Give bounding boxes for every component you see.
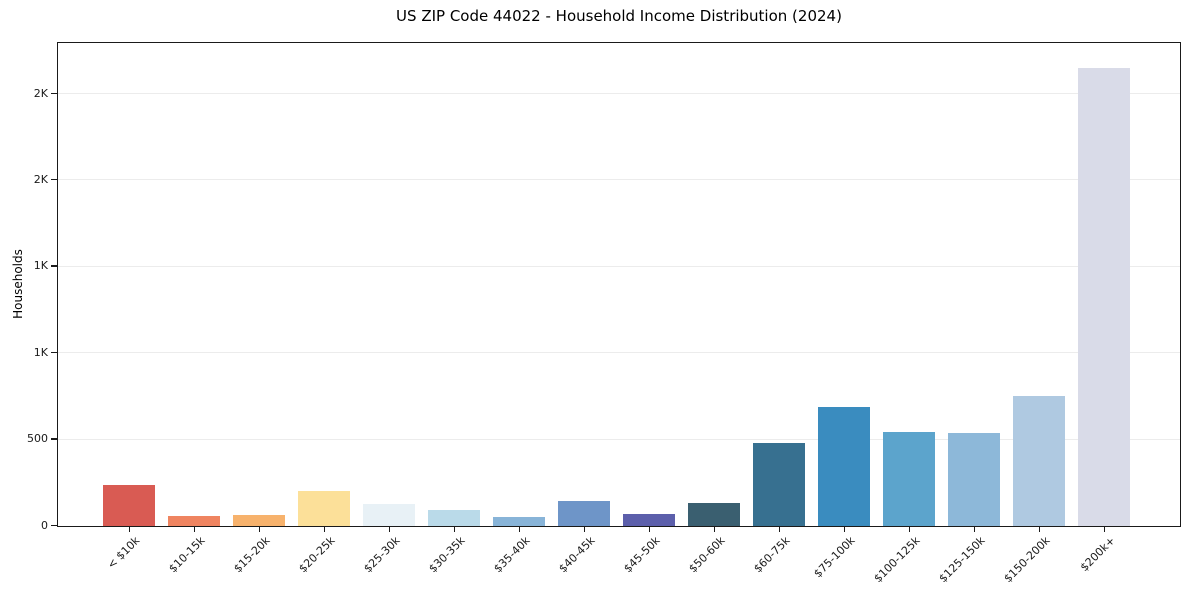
y-tick-mark — [51, 524, 57, 526]
plot-inner — [58, 43, 1180, 526]
bar-$20-25k — [298, 490, 350, 526]
y-tick-mark — [51, 265, 57, 267]
x-tick-label: $20-25k — [296, 534, 338, 576]
x-tick-label: $150-200k — [1001, 534, 1053, 586]
x-tick-mark — [1038, 525, 1041, 532]
bar-$10-15k — [168, 515, 220, 526]
x-tick-mark — [388, 525, 391, 532]
x-tick-label: $50-60k — [686, 534, 728, 576]
x-tick-mark — [258, 525, 261, 532]
x-tick-label: $100-125k — [871, 534, 923, 586]
x-tick-mark — [453, 525, 456, 532]
y-tick-label: 2K — [33, 172, 48, 186]
bar-$50-60k — [688, 502, 740, 526]
x-tick-label: $200k+ — [1077, 534, 1118, 575]
gridline-500 — [58, 438, 1180, 440]
x-tick-label: $35-40k — [491, 534, 533, 576]
x-tick-label: $45-50k — [621, 534, 663, 576]
x-tick-label: $30-35k — [426, 534, 468, 576]
y-tick-mark — [51, 92, 57, 95]
x-tick-label: $60-75k — [751, 534, 793, 576]
bar-$100-125k — [883, 431, 935, 526]
bar-$60-75k — [753, 443, 805, 526]
bar-$35-40k — [493, 517, 545, 526]
gridline-1K — [58, 265, 1180, 267]
x-tick-mark — [518, 525, 521, 532]
x-tick-label: < $10k — [105, 534, 143, 572]
x-tick-mark — [648, 525, 651, 532]
x-tick-label: $25-30k — [361, 534, 403, 576]
x-tick-mark — [908, 525, 911, 532]
y-tick-mark — [51, 351, 57, 354]
x-tick-label: $15-20k — [231, 534, 273, 576]
chart-title: US ZIP Code 44022 - Household Income Dis… — [396, 7, 842, 25]
x-tick-mark — [778, 525, 781, 532]
bar-$30-35k — [428, 510, 480, 526]
y-tick-label: 500 — [27, 432, 48, 446]
y-tick-label: 2K — [33, 86, 48, 100]
y-tick-label: 1K — [33, 345, 48, 359]
x-tick-mark — [193, 525, 196, 532]
bar-$15-20k — [233, 514, 285, 526]
y-tick-mark — [51, 178, 57, 181]
bar-$40-45k — [558, 500, 610, 526]
x-tick-label: $125-150k — [936, 534, 988, 586]
x-tick-mark — [583, 525, 586, 532]
x-tick-mark — [843, 525, 846, 532]
x-tick-mark — [973, 525, 976, 532]
bar-$25-30k — [363, 504, 415, 526]
bar-$125-150k — [948, 432, 1000, 526]
plot-area — [57, 42, 1181, 527]
x-tick-mark — [713, 525, 716, 532]
bar-$200k+ — [1078, 68, 1130, 526]
x-tick-label: $10-15k — [166, 534, 208, 576]
bar-$75-100k — [818, 406, 870, 526]
y-tick-mark — [51, 438, 57, 440]
x-tick-label: $40-45k — [556, 534, 598, 576]
y-tick-label: 1K — [33, 259, 48, 273]
bar-$45-50k — [623, 513, 675, 526]
x-tick-label: $75-100k — [811, 534, 858, 581]
gridline-2K — [58, 179, 1180, 181]
gridline-2K — [58, 93, 1180, 95]
x-tick-mark — [1103, 525, 1106, 532]
y-tick-label: 0 — [41, 518, 48, 532]
bar-<$10k — [103, 484, 155, 526]
x-tick-mark — [323, 525, 326, 532]
x-tick-mark — [128, 525, 131, 532]
gridline-1K — [58, 352, 1180, 354]
bar-$150-200k — [1013, 395, 1065, 526]
